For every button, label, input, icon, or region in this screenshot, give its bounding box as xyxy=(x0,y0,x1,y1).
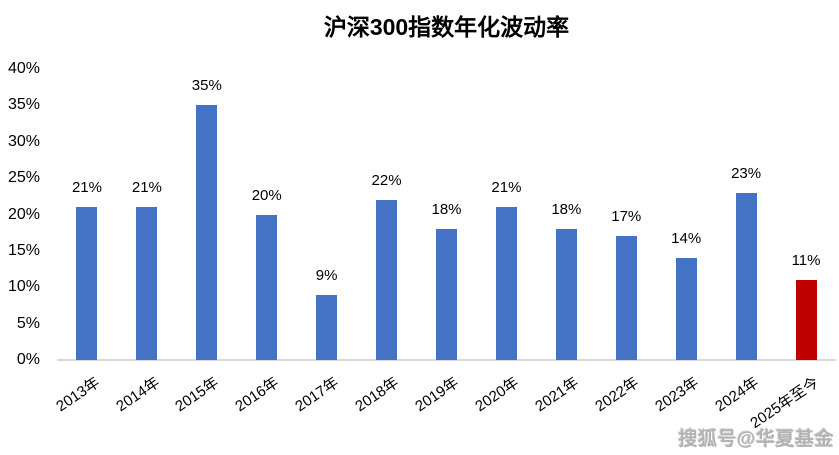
bar-value-label: 21% xyxy=(131,179,162,197)
x-axis-label: 2024年 xyxy=(712,374,762,416)
bar-value-label: 22% xyxy=(371,171,402,189)
x-axis-label: 2016年 xyxy=(232,374,283,416)
bar-value-label: 18% xyxy=(431,201,462,219)
bar-value-label: 18% xyxy=(551,201,582,219)
sohu-account-watermark: 搜狐号@华夏基金 xyxy=(678,429,834,450)
y-axis-tick-label: 10% xyxy=(7,278,40,296)
x-axis-label: 2023年 xyxy=(652,374,702,416)
x-axis-label: 2013年 xyxy=(52,374,103,416)
bar-2024年 xyxy=(735,192,757,360)
y-axis-tick-label: 30% xyxy=(7,132,40,150)
bar-value-label: 23% xyxy=(731,164,762,182)
y-axis-tick-label: 0% xyxy=(16,351,40,368)
y-axis-tick-label: 40% xyxy=(7,60,40,77)
bar-2018年 xyxy=(376,199,398,360)
bar-2013年 xyxy=(76,207,98,360)
x-axis-label: 2021年 xyxy=(532,374,582,416)
x-axis-label: 2018年 xyxy=(352,374,403,416)
x-axis-label: 2017年 xyxy=(292,374,343,416)
bar-2015年 xyxy=(196,105,218,360)
bar-value-label: 14% xyxy=(671,230,702,248)
y-axis-tick-label: 25% xyxy=(7,169,40,187)
bar-2014年 xyxy=(136,207,158,360)
bar-2022年 xyxy=(615,236,637,360)
x-axis-label: 2019年 xyxy=(412,374,463,416)
bar-value-label: 35% xyxy=(191,77,222,95)
bar-value-label: 11% xyxy=(791,251,821,269)
bar-value-label: 21% xyxy=(491,179,522,197)
bar-value-label: 17% xyxy=(611,208,642,226)
bar-2020年 xyxy=(495,207,517,360)
bar-value-label: 9% xyxy=(315,266,338,284)
bar-2023年 xyxy=(675,258,697,360)
y-axis-tick-label: 35% xyxy=(7,96,40,114)
y-axis-tick-label: 15% xyxy=(7,241,40,259)
bar-2017年 xyxy=(316,294,338,360)
bar-2021年 xyxy=(555,229,577,360)
x-axis-label: 2022年 xyxy=(592,374,642,416)
bar-value-label: 20% xyxy=(251,186,282,204)
chart-title: 沪深300指数年化波动率 xyxy=(323,14,570,40)
x-axis-label: 2020年 xyxy=(472,374,522,416)
y-axis-tick-label: 5% xyxy=(16,314,40,332)
bar-2019年 xyxy=(436,229,457,360)
bar-value-label: 21% xyxy=(71,179,102,197)
x-axis-line xyxy=(57,359,836,361)
y-axis-tick-label: 20% xyxy=(7,205,40,223)
bar-2025年至今 xyxy=(795,279,817,360)
bar-2016年 xyxy=(256,214,278,360)
x-axis-label: 2015年 xyxy=(172,374,223,416)
x-axis-label: 2014年 xyxy=(112,374,163,416)
